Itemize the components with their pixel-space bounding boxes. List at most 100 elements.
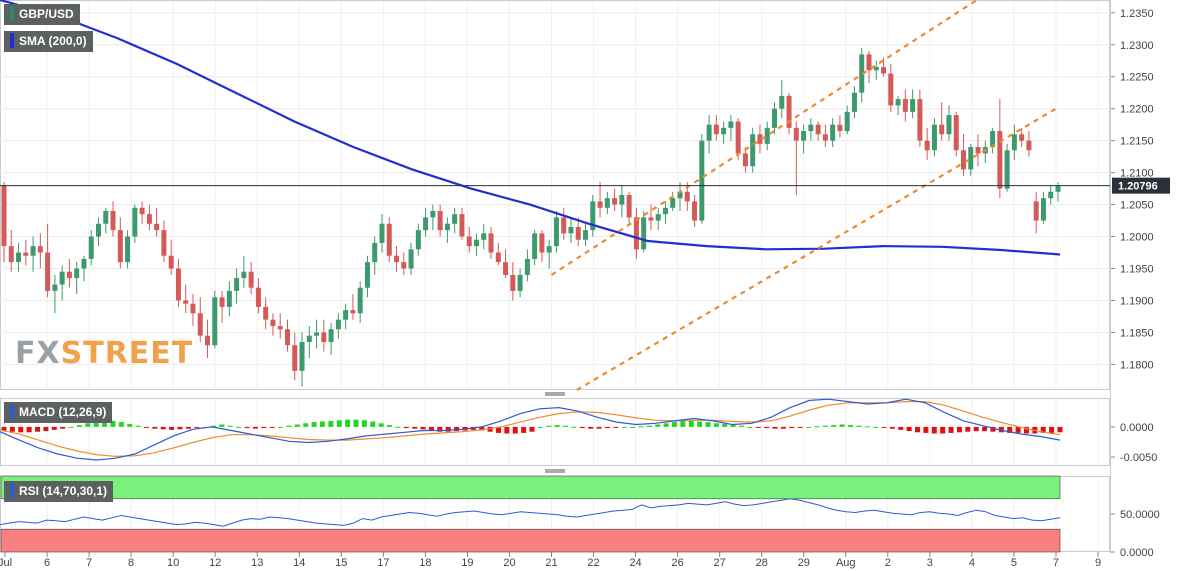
- sma-color-swatch: [10, 33, 14, 49]
- macd-hist-bar-35: [294, 424, 300, 427]
- candle-body-122: [888, 73, 894, 106]
- macd-hist-bar-28: [236, 426, 242, 428]
- macd-hist-bar-125: [1049, 426, 1055, 433]
- x-tick-label-19: 29: [798, 557, 810, 569]
- macd-hist-bar-58: [487, 426, 493, 432]
- candle-body-142: [1033, 201, 1039, 221]
- candle-body-13: [95, 223, 101, 237]
- candle-body-43: [314, 332, 320, 336]
- macd-hist-bar-93: [780, 426, 786, 429]
- macd-hist-bar-8: [68, 426, 74, 428]
- macd-hist-bar-105: [881, 426, 887, 428]
- macd-hist-bar-89: [747, 426, 753, 428]
- fxstreet-logo: FXSTREET: [15, 336, 193, 371]
- candle-body-94: [684, 191, 690, 202]
- macd-hist-bar-50: [420, 426, 426, 430]
- candle-body-71: [517, 274, 523, 291]
- sma-tag: SMA (200,0): [4, 31, 93, 52]
- candle-body-68: [495, 252, 501, 263]
- price-tick-label-5: 1.2100: [1120, 168, 1154, 180]
- macd-hist-bar-96: [806, 426, 812, 428]
- candle-body-84: [612, 198, 618, 205]
- macd-hist-bar-101: [847, 425, 853, 427]
- macd-hist-bar-106: [889, 426, 895, 429]
- macd-hist-bar-65: [546, 425, 552, 427]
- macd-hist-bar-48: [403, 426, 409, 429]
- macd-hist-bar-25: [211, 425, 217, 427]
- macd-hist-bar-52: [437, 426, 443, 432]
- x-tick-label-1: 6: [44, 557, 50, 569]
- macd-hist-bar-126: [1057, 426, 1063, 433]
- price-tick-label-7: 1.2000: [1120, 232, 1154, 244]
- macd-hist-bar-104: [873, 426, 879, 428]
- candle-body-6: [45, 252, 51, 291]
- macd-hist-bar-47: [395, 426, 401, 428]
- macd-hist-bar-9: [76, 425, 82, 427]
- candles-group: [1, 47, 1061, 387]
- candle-body-126: [917, 99, 923, 141]
- candle-body-11: [81, 258, 87, 269]
- candle-body-118: [859, 54, 865, 93]
- macd-hist-bar-68: [571, 426, 577, 428]
- macd-hist-bar-0: [1, 426, 7, 431]
- candle-body-4: [30, 246, 36, 256]
- candle-body-106: [772, 108, 778, 128]
- candle-body-37: [270, 319, 276, 327]
- macd-hist-bar-44: [370, 421, 376, 427]
- price-tick-label-9: 1.1900: [1120, 295, 1154, 307]
- candle-body-17: [125, 236, 131, 263]
- macd-hist-bar-54: [454, 426, 460, 432]
- x-tick-label-26: 9: [1095, 557, 1101, 569]
- candle-body-48: [350, 310, 356, 314]
- x-tick-label-6: 13: [251, 557, 263, 569]
- rsi-overbought-zone: [0, 475, 1061, 500]
- candle-body-63: [459, 214, 465, 237]
- x-tick-label-23: 4: [969, 557, 975, 569]
- candle-body-101: [735, 121, 741, 154]
- candle-body-31: [226, 290, 232, 307]
- candle-body-136: [990, 131, 996, 148]
- x-tick-label-18: 28: [756, 557, 768, 569]
- candle-body-138: [1004, 150, 1010, 189]
- candle-body-69: [503, 262, 509, 275]
- candle-body-104: [757, 134, 763, 144]
- x-tick-label-11: 19: [461, 557, 473, 569]
- macd-hist-bar-115: [965, 426, 971, 432]
- macd-hist-bar-61: [512, 426, 518, 434]
- candle-body-26: [190, 303, 196, 314]
- candle-body-89: [648, 217, 654, 221]
- candle-body-70: [510, 274, 516, 291]
- macd-hist-bar-32: [269, 426, 275, 428]
- macd-hist-bar-4: [35, 426, 41, 432]
- x-tick-label-22: 3: [927, 557, 933, 569]
- candle-body-113: [822, 134, 828, 141]
- macd-hist-bar-103: [864, 426, 870, 428]
- macd-hist-bar-122: [1023, 426, 1029, 434]
- x-tick-label-20: Aug: [836, 557, 856, 569]
- last-price-box: [1112, 177, 1170, 194]
- candle-body-78: [568, 226, 574, 234]
- macd-hist-bar-113: [948, 426, 954, 433]
- candle-body-77: [561, 217, 567, 234]
- candle-body-54: [394, 255, 400, 263]
- macd-hist-bar-112: [940, 426, 946, 434]
- candle-body-46: [335, 319, 341, 330]
- macd-hist-bar-6: [51, 426, 57, 430]
- macd-tick-label-1: -0.0050: [1120, 452, 1157, 464]
- macd-hist-bar-100: [839, 424, 845, 427]
- candle-body-32: [234, 278, 240, 291]
- candle-body-64: [466, 236, 472, 247]
- macd-hist-bar-95: [797, 426, 803, 428]
- candle-body-57: [415, 230, 421, 250]
- candle-body-9: [66, 271, 72, 279]
- candle-body-102: [742, 153, 748, 167]
- candle-body-96: [699, 140, 705, 221]
- candle-body-56: [408, 249, 414, 269]
- macd-hist-bar-85: [713, 423, 719, 427]
- candle-body-103: [750, 134, 756, 167]
- candle-body-133: [968, 147, 974, 170]
- macd-hist-bar-73: [613, 426, 619, 428]
- candle-body-79: [575, 226, 581, 240]
- macd-hist-bar-91: [764, 426, 770, 429]
- candle-body-58: [423, 217, 429, 231]
